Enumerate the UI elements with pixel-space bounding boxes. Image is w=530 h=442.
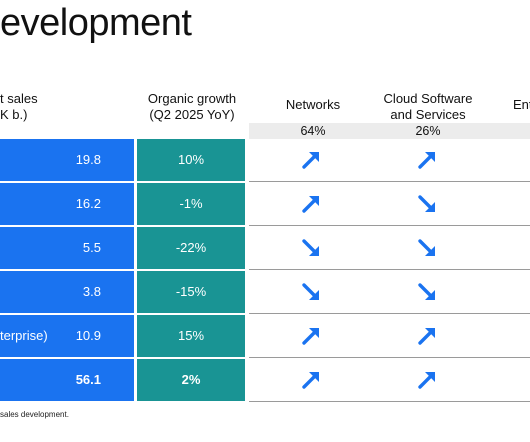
growth-cell: -15% bbox=[137, 271, 245, 313]
header-sales: t sales K b.) bbox=[0, 91, 38, 123]
arrow-up-right-icon bbox=[417, 326, 437, 346]
growth-cell: 15% bbox=[137, 315, 245, 357]
table-row: terprise) 10.9 15% bbox=[0, 315, 530, 358]
arrow-down-right-icon bbox=[301, 282, 321, 302]
arrow-up-right-icon bbox=[417, 370, 437, 390]
table-row: 3.8 -15% bbox=[0, 271, 530, 314]
header-cloud-line2: and Services bbox=[390, 107, 466, 122]
header-growth: Organic growth (Q2 2025 YoY) bbox=[138, 91, 246, 123]
row-divider bbox=[249, 269, 530, 270]
header-growth-line2: (Q2 2025 YoY) bbox=[149, 107, 235, 122]
header-sales-line1: t sales bbox=[0, 91, 38, 106]
growth-cell: 10% bbox=[137, 139, 245, 181]
row-divider bbox=[249, 357, 530, 358]
arrow-up-right-icon bbox=[301, 150, 321, 170]
header-enterprise: Ent bbox=[513, 97, 530, 112]
growth-cell: 2% bbox=[137, 359, 245, 401]
sales-cell: 56.1 bbox=[0, 359, 134, 401]
sales-value: 19.8 bbox=[75, 152, 101, 167]
share-cloud: 26% bbox=[415, 124, 441, 138]
header-cloud: Cloud Software and Services bbox=[363, 91, 493, 123]
table-row: 16.2 -1% bbox=[0, 183, 530, 226]
sales-cell: terprise) 10.9 bbox=[0, 315, 134, 357]
table-row: 19.8 10% bbox=[0, 139, 530, 182]
arrow-up-right-icon bbox=[301, 194, 321, 214]
sales-cell: 16.2 bbox=[0, 183, 134, 225]
total-row: 56.1 2% bbox=[0, 359, 530, 402]
share-networks: 64% bbox=[300, 124, 326, 138]
sales-value: 10.9 bbox=[75, 328, 101, 343]
arrow-up-right-icon bbox=[301, 326, 321, 346]
sales-cell: 19.8 bbox=[0, 139, 134, 181]
arrow-down-right-icon bbox=[417, 282, 437, 302]
growth-cell: -1% bbox=[137, 183, 245, 225]
sales-cell: 5.5 bbox=[0, 227, 134, 269]
sales-value: 5.5 bbox=[82, 240, 101, 255]
header-cloud-line1: Cloud Software bbox=[383, 91, 473, 106]
row-divider bbox=[249, 401, 530, 402]
header-sales-line2: K b.) bbox=[0, 107, 28, 122]
sales-value: 16.2 bbox=[75, 196, 101, 211]
arrow-up-right-icon bbox=[417, 150, 437, 170]
segment-label: terprise) bbox=[0, 328, 48, 343]
sales-value: 3.8 bbox=[82, 284, 101, 299]
arrow-up-right-icon bbox=[301, 370, 321, 390]
footnote: sales development. bbox=[0, 410, 69, 419]
row-divider bbox=[249, 181, 530, 182]
row-divider bbox=[249, 313, 530, 314]
sales-value: 56.1 bbox=[75, 372, 101, 387]
page-title: evelopment bbox=[0, 2, 192, 44]
arrow-down-right-icon bbox=[417, 238, 437, 258]
header-growth-line1: Organic growth bbox=[147, 91, 237, 106]
share-band bbox=[249, 123, 530, 139]
arrow-down-right-icon bbox=[417, 194, 437, 214]
table-row: 5.5 -22% bbox=[0, 227, 530, 270]
segment-table: 19.8 10% 16.2 -1% 5.5 -22% 3.8 -15% bbox=[0, 139, 530, 403]
arrow-down-right-icon bbox=[301, 238, 321, 258]
sales-cell: 3.8 bbox=[0, 271, 134, 313]
growth-cell: -22% bbox=[137, 227, 245, 269]
row-divider bbox=[249, 225, 530, 226]
header-networks: Networks bbox=[285, 97, 341, 112]
